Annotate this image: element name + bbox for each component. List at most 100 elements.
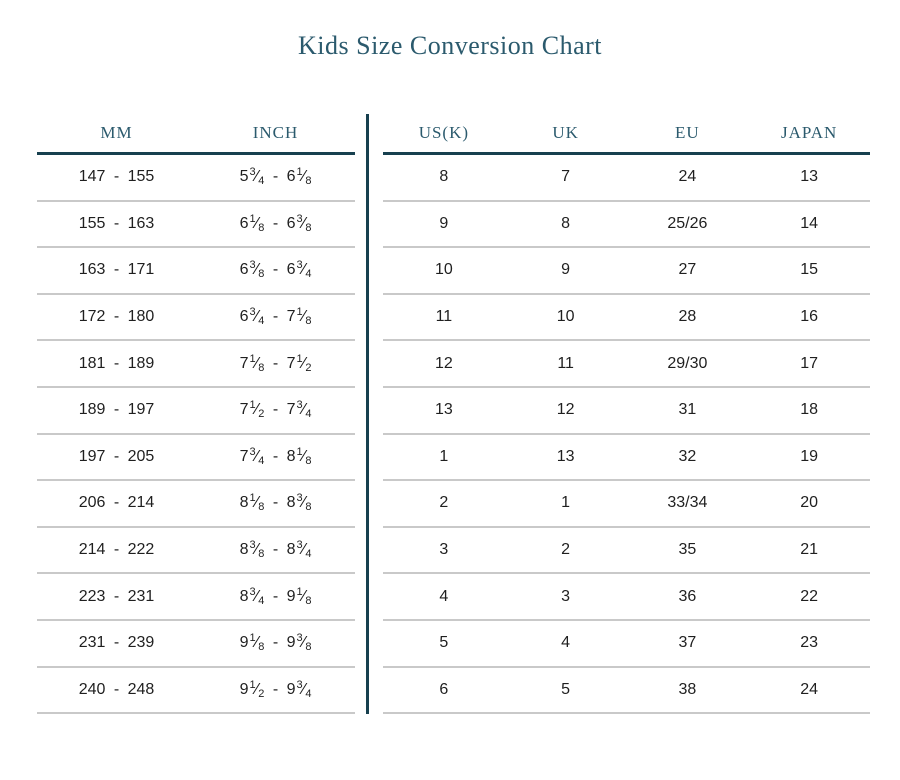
metric-header-row: MM INCH xyxy=(37,114,355,152)
inch-range-cell: 63⁄8 - 63⁄4 xyxy=(239,259,312,281)
metric-header-rule xyxy=(37,152,355,155)
eu-size-cell: 37 xyxy=(678,634,697,652)
sizes-table-body: 8 7 24 13 9 8 25/26 14 10 9 27 15 11 10 … xyxy=(383,155,870,715)
uk-size-cell: 13 xyxy=(556,447,575,465)
sizes-header-row: US(K) UK EU JAPAN xyxy=(383,114,870,152)
table-row: 147 - 155 53⁄4 - 61⁄8 xyxy=(37,155,355,202)
us-size-cell: 1 xyxy=(439,447,449,465)
uk-size-cell: 10 xyxy=(556,308,575,326)
size-conversion-chart: MM INCH 147 - 155 53⁄4 - 61⁄8 155 - 163 … xyxy=(0,114,900,715)
inch-range-cell: 71⁄8 - 71⁄2 xyxy=(239,352,312,374)
mm-range-cell: 206 - 214 xyxy=(78,494,155,512)
page-title: Kids Size Conversion Chart xyxy=(297,31,603,60)
metric-table: MM INCH 147 - 155 53⁄4 - 61⁄8 155 - 163 … xyxy=(37,114,355,715)
uk-size-cell: 9 xyxy=(561,261,571,279)
column-header-usk: US(K) xyxy=(418,123,470,142)
column-header-uk: UK xyxy=(552,123,579,142)
eu-size-cell: 27 xyxy=(678,261,697,279)
column-header-mm: MM xyxy=(100,123,133,142)
mm-range-cell: 147 - 155 xyxy=(78,168,155,186)
japan-size-cell: 13 xyxy=(800,168,819,186)
inch-range-cell: 81⁄8 - 83⁄8 xyxy=(239,492,312,514)
eu-size-cell: 29/30 xyxy=(667,354,708,372)
mm-range-cell: 214 - 222 xyxy=(78,541,155,559)
us-size-cell: 12 xyxy=(434,354,453,372)
us-size-cell: 10 xyxy=(434,261,453,279)
table-row: 5 4 37 23 xyxy=(383,621,870,668)
table-row: 1 13 32 19 xyxy=(383,435,870,482)
uk-size-cell: 8 xyxy=(561,214,571,232)
japan-size-cell: 21 xyxy=(800,541,819,559)
uk-size-cell: 4 xyxy=(561,634,571,652)
mm-range-cell: 197 - 205 xyxy=(78,447,155,465)
table-row: 155 - 163 61⁄8 - 63⁄8 xyxy=(37,202,355,249)
japan-size-cell: 14 xyxy=(800,214,819,232)
table-row: 6 5 38 24 xyxy=(383,668,870,715)
mm-range-cell: 163 - 171 xyxy=(78,261,155,279)
us-size-cell: 3 xyxy=(439,541,449,559)
table-row: 3 2 35 21 xyxy=(383,528,870,575)
mm-range-cell: 172 - 180 xyxy=(78,308,155,326)
us-size-cell: 6 xyxy=(439,680,449,698)
japan-size-cell: 19 xyxy=(800,447,819,465)
us-size-cell: 2 xyxy=(439,494,449,512)
table-row: 4 3 36 22 xyxy=(383,574,870,621)
japan-size-cell: 24 xyxy=(800,680,819,698)
table-row: 214 - 222 83⁄8 - 83⁄4 xyxy=(37,528,355,575)
table-row: 12 11 29/30 17 xyxy=(383,341,870,388)
inch-range-cell: 53⁄4 - 61⁄8 xyxy=(239,166,312,188)
japan-size-cell: 16 xyxy=(800,308,819,326)
page: Kids Size Conversion Chart MM INCH 147 -… xyxy=(0,30,900,780)
inch-range-cell: 91⁄2 - 93⁄4 xyxy=(239,678,312,700)
us-size-cell: 9 xyxy=(439,214,449,232)
table-row: 206 - 214 81⁄8 - 83⁄8 xyxy=(37,481,355,528)
us-size-cell: 13 xyxy=(434,401,453,419)
table-row: 10 9 27 15 xyxy=(383,248,870,295)
table-row: 181 - 189 71⁄8 - 71⁄2 xyxy=(37,341,355,388)
eu-size-cell: 33/34 xyxy=(667,494,708,512)
column-header-inch: INCH xyxy=(252,123,299,142)
japan-size-cell: 22 xyxy=(800,587,819,605)
metric-table-body: 147 - 155 53⁄4 - 61⁄8 155 - 163 61⁄8 - 6… xyxy=(37,155,355,715)
mm-range-cell: 223 - 231 xyxy=(78,587,155,605)
table-row: 163 - 171 63⁄8 - 63⁄4 xyxy=(37,248,355,295)
inch-range-cell: 61⁄8 - 63⁄8 xyxy=(239,212,312,234)
eu-size-cell: 31 xyxy=(678,401,697,419)
uk-size-cell: 2 xyxy=(561,541,571,559)
eu-size-cell: 28 xyxy=(678,308,697,326)
uk-size-cell: 12 xyxy=(556,401,575,419)
table-row: 189 - 197 71⁄2 - 73⁄4 xyxy=(37,388,355,435)
eu-size-cell: 24 xyxy=(678,168,697,186)
eu-size-cell: 32 xyxy=(678,447,697,465)
table-row: 11 10 28 16 xyxy=(383,295,870,342)
table-row: 9 8 25/26 14 xyxy=(383,202,870,249)
table-row: 172 - 180 63⁄4 - 71⁄8 xyxy=(37,295,355,342)
inch-range-cell: 63⁄4 - 71⁄8 xyxy=(239,306,312,328)
japan-size-cell: 20 xyxy=(800,494,819,512)
us-size-cell: 4 xyxy=(439,587,449,605)
mm-range-cell: 189 - 197 xyxy=(78,401,155,419)
table-row: 2 1 33/34 20 xyxy=(383,481,870,528)
uk-size-cell: 5 xyxy=(561,680,571,698)
mm-range-cell: 181 - 189 xyxy=(78,354,155,372)
sizes-header-rule xyxy=(383,152,870,155)
us-size-cell: 11 xyxy=(435,308,453,326)
table-row: 231 - 239 91⁄8 - 93⁄8 xyxy=(37,621,355,668)
uk-size-cell: 1 xyxy=(561,494,571,512)
column-header-eu: EU xyxy=(675,123,700,142)
uk-size-cell: 7 xyxy=(561,168,571,186)
uk-size-cell: 11 xyxy=(557,354,574,372)
inch-range-cell: 71⁄2 - 73⁄4 xyxy=(239,399,312,421)
japan-size-cell: 17 xyxy=(800,354,819,372)
vertical-divider xyxy=(366,114,369,715)
japan-size-cell: 15 xyxy=(800,261,819,279)
inch-range-cell: 73⁄4 - 81⁄8 xyxy=(239,445,312,467)
eu-size-cell: 36 xyxy=(678,587,697,605)
table-row: 240 - 248 91⁄2 - 93⁄4 xyxy=(37,668,355,715)
japan-size-cell: 23 xyxy=(800,634,819,652)
inch-range-cell: 83⁄8 - 83⁄4 xyxy=(239,539,312,561)
mm-range-cell: 155 - 163 xyxy=(78,214,155,232)
inch-range-cell: 91⁄8 - 93⁄8 xyxy=(239,632,312,654)
table-row: 223 - 231 83⁄4 - 91⁄8 xyxy=(37,574,355,621)
table-row: 8 7 24 13 xyxy=(383,155,870,202)
